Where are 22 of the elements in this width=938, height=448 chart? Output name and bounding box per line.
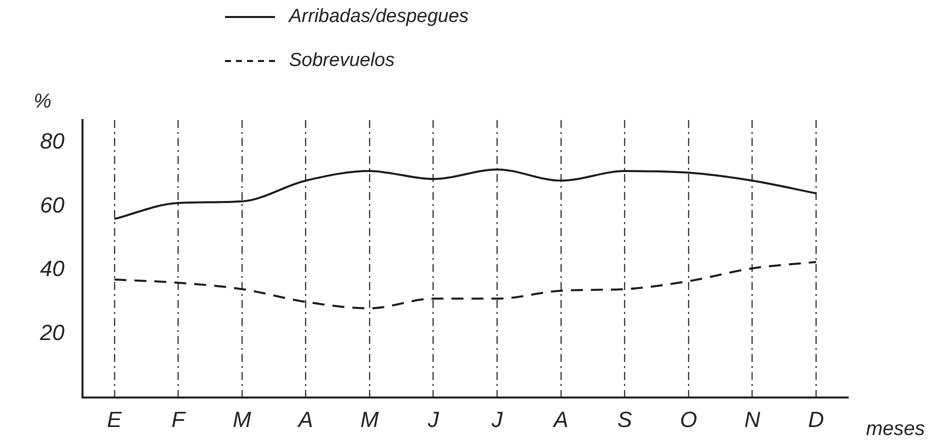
x-tick-label: F [171, 406, 186, 432]
x-axis-title: meses [866, 418, 925, 440]
y-tick-label: 80 [40, 128, 66, 154]
x-tick-label: J [490, 406, 504, 432]
x-tick-label: S [617, 406, 632, 432]
x-tick-label: A [296, 406, 314, 432]
x-tick-label: J [426, 406, 440, 432]
y-tick-label: 40 [40, 256, 66, 282]
y-tick-label: 60 [40, 192, 66, 218]
x-tick-label: A [552, 406, 568, 432]
y-axis-title: % [34, 90, 52, 113]
x-tick-label: O [680, 406, 698, 432]
legend-label: Arribadas/despegues [289, 6, 469, 28]
x-tick-label: E [107, 406, 122, 432]
x-tick-label: D [808, 406, 824, 432]
x-tick-label: M [232, 406, 252, 432]
y-tick-label: 20 [38, 320, 66, 345]
line-series [113, 168, 818, 220]
x-tick-label: N [744, 406, 760, 432]
x-tick-label: M [360, 406, 380, 432]
legend-label: Sobrevuelos [289, 50, 395, 72]
line-series [113, 260, 818, 310]
